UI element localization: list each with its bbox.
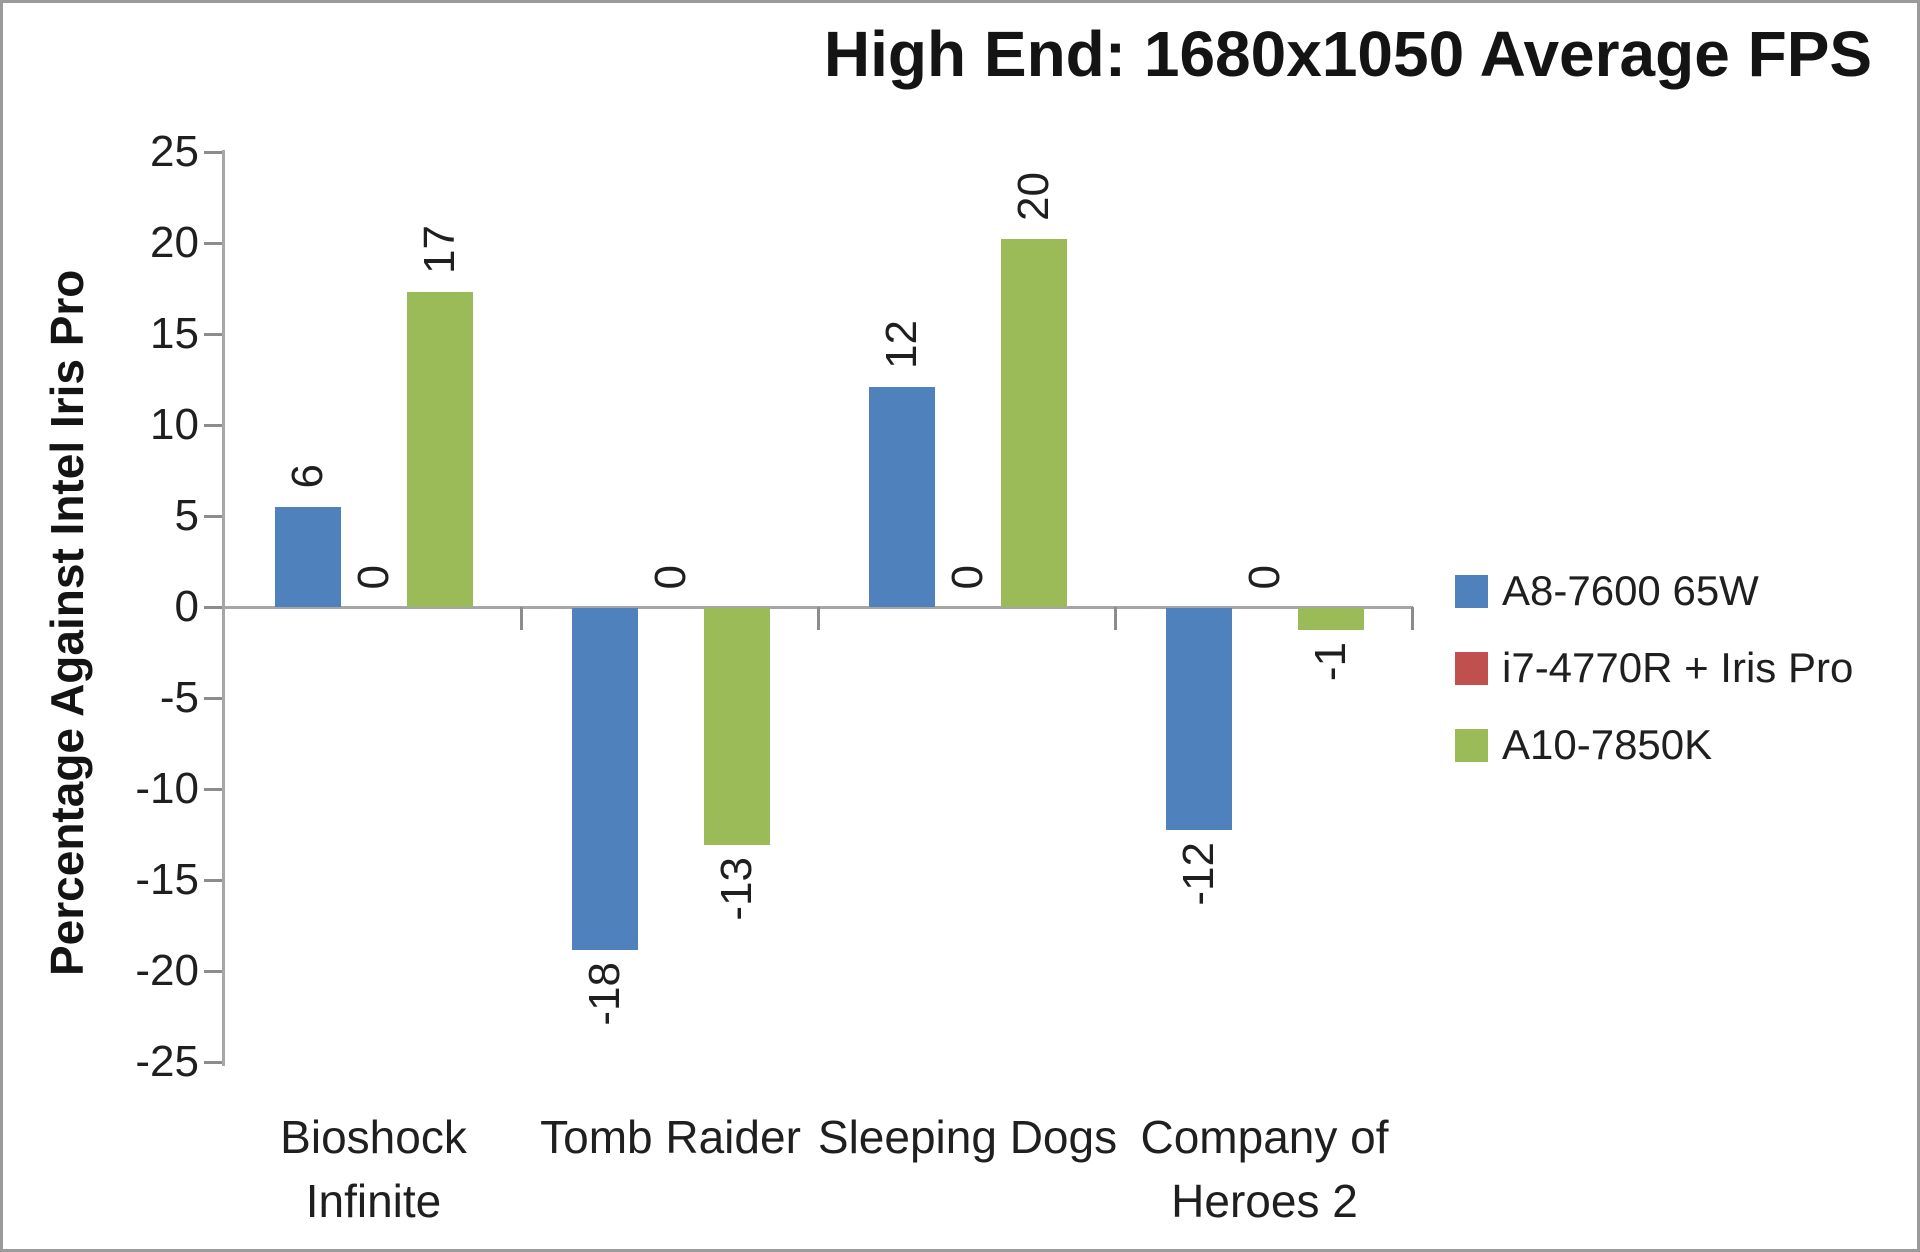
y-tick-label: -10 <box>135 764 199 813</box>
y-tick-label: 20 <box>150 218 199 267</box>
category-label: Company of Heroes 2 <box>1140 1111 1389 1227</box>
category-tick <box>1411 607 1414 630</box>
legend-label: A10-7850K <box>1502 721 1713 768</box>
data-label: 0 <box>943 564 992 589</box>
y-tick-label: -15 <box>135 855 199 904</box>
legend-label: A8-7600 65W <box>1502 567 1759 614</box>
legend-item: A8-7600 65W <box>1455 567 1759 614</box>
category-label: Tomb Raider <box>540 1111 801 1163</box>
bar-series3-cat2 <box>704 608 770 845</box>
data-label: 0 <box>1240 564 1289 589</box>
y-tick-label: -20 <box>135 946 199 995</box>
bar-series1-cat4 <box>1166 608 1232 831</box>
category-label: Sleeping Dogs <box>817 1111 1118 1163</box>
y-tick <box>204 333 222 336</box>
category-tick <box>520 607 523 630</box>
legend-label: i7-4770R + Iris Pro <box>1502 644 1854 691</box>
data-label: 20 <box>1009 172 1058 222</box>
data-label: -13 <box>712 856 761 921</box>
legend-item: A10-7850K <box>1455 721 1712 768</box>
y-tick-label: 25 <box>150 127 199 176</box>
bar-series3-cat3 <box>1001 239 1067 607</box>
bar-series1-cat2 <box>572 608 638 951</box>
y-tick <box>204 515 222 518</box>
data-label: 17 <box>415 225 464 275</box>
category-label: Bioshock Infinite <box>280 1111 467 1227</box>
y-tick <box>204 151 222 154</box>
y-tick <box>204 1061 222 1064</box>
y-tick-label: 15 <box>150 309 199 358</box>
y-tick <box>204 606 222 609</box>
data-label: 0 <box>646 564 695 589</box>
data-label: 12 <box>877 319 926 369</box>
y-tick-label: 0 <box>174 582 199 631</box>
y-tick-label: -25 <box>135 1037 199 1086</box>
y-tick <box>204 879 222 882</box>
legend-swatch-series1 <box>1455 574 1488 608</box>
bar-series1-cat1 <box>275 506 341 607</box>
bar-series3-cat1 <box>407 292 473 607</box>
y-tick-label: -5 <box>159 673 199 722</box>
data-label: -18 <box>580 962 629 1026</box>
y-tick <box>204 697 222 700</box>
y-tick <box>204 242 222 245</box>
category-tick <box>1114 607 1117 630</box>
bar-series3-cat4 <box>1298 608 1364 630</box>
data-label: -12 <box>1174 842 1223 906</box>
y-tick <box>204 970 222 973</box>
chart-title: High End: 1680x1050 Average FPS <box>823 18 1873 90</box>
y-axis-line <box>222 150 225 1066</box>
y-tick-label: 5 <box>174 491 199 540</box>
data-label: 0 <box>349 564 398 589</box>
legend-swatch-series2 <box>1455 651 1488 685</box>
data-label: -1 <box>1306 641 1355 681</box>
bar-series1-cat3 <box>869 386 935 607</box>
y-tick <box>204 424 222 427</box>
category-tick <box>817 607 820 630</box>
legend-item: i7-4770R + Iris Pro <box>1455 644 1853 691</box>
legend-swatch-series3 <box>1455 728 1488 762</box>
y-tick <box>204 788 222 791</box>
data-label: 6 <box>283 464 332 489</box>
y-tick-label: 10 <box>150 400 199 449</box>
